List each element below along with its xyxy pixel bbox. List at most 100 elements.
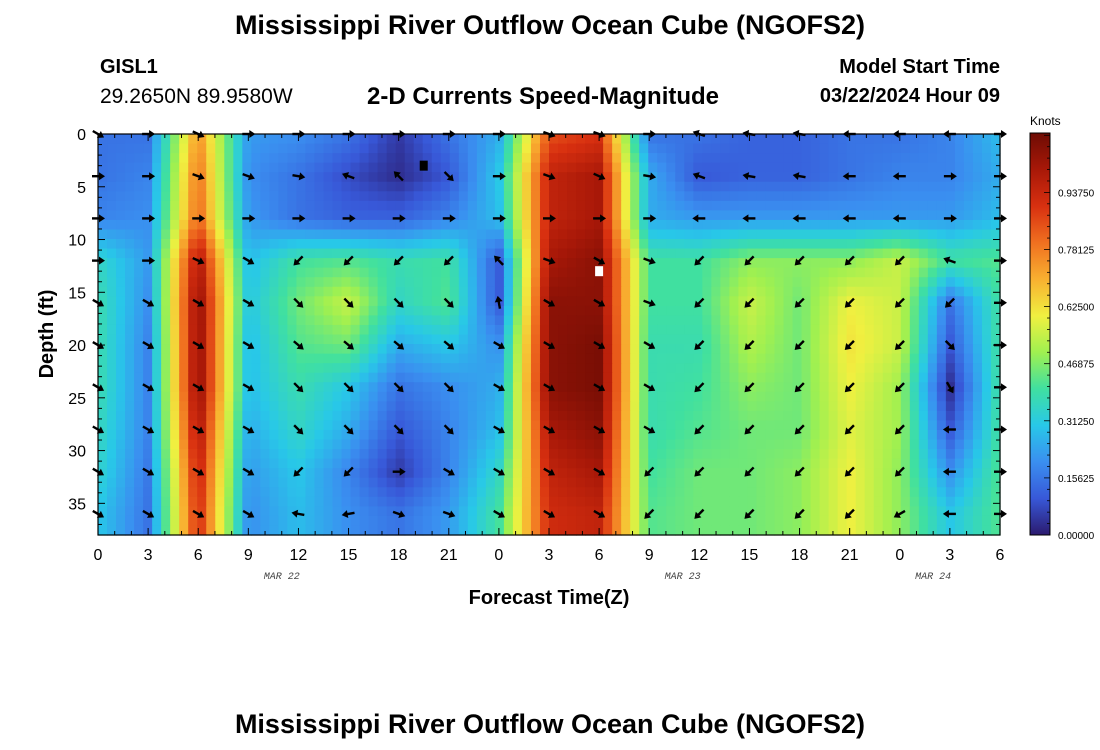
heatmap-cell	[801, 391, 812, 402]
heatmap-cell	[233, 382, 243, 393]
heatmap-cell	[521, 248, 532, 259]
heatmap-cell	[855, 477, 866, 488]
heatmap-cell	[422, 143, 433, 154]
heatmap-cell	[413, 487, 424, 498]
heatmap-cell	[621, 525, 631, 536]
heatmap-cell	[648, 496, 658, 507]
current-arrow	[593, 467, 606, 476]
heatmap-cell	[152, 200, 162, 211]
heatmap-cell	[702, 449, 712, 460]
heatmap-cell	[368, 210, 379, 221]
heatmap-cell	[422, 420, 433, 431]
heatmap-cell	[431, 267, 442, 278]
heatmap-cell	[395, 515, 406, 527]
heatmap-cell	[918, 153, 929, 164]
heatmap-cell	[296, 458, 307, 469]
heatmap-cell	[990, 248, 1001, 259]
heatmap-cell	[747, 286, 758, 297]
heatmap-cell	[458, 296, 469, 307]
heatmap-cell	[206, 525, 216, 536]
heatmap-cell	[503, 286, 514, 297]
heatmap-cell	[648, 153, 658, 164]
heatmap-cell	[855, 315, 866, 326]
heatmap-cell	[882, 477, 893, 488]
heatmap-cell	[756, 162, 767, 173]
current-arrow	[694, 424, 705, 435]
heatmap-cell	[485, 219, 496, 231]
heatmap-cell	[819, 382, 830, 393]
heatmap-cell	[963, 296, 974, 307]
heatmap-cell	[512, 477, 523, 488]
heatmap-cell	[251, 487, 261, 498]
heatmap-cell	[621, 191, 631, 202]
heatmap-cell	[170, 372, 180, 383]
heatmap-cell	[765, 296, 776, 307]
heatmap-cell	[972, 487, 983, 498]
heatmap-cell	[756, 429, 767, 441]
heatmap-cell	[630, 487, 640, 498]
heatmap-cell	[476, 372, 487, 383]
heatmap-cell	[251, 410, 261, 422]
heatmap-cell	[422, 219, 433, 231]
heatmap-cell	[386, 429, 397, 441]
heatmap-cell	[287, 172, 298, 183]
heatmap-cell	[125, 191, 135, 202]
heatmap-cell	[774, 258, 785, 269]
heatmap-cell	[639, 210, 649, 221]
heatmap-cell	[467, 153, 478, 164]
heatmap-cell	[188, 239, 198, 250]
heatmap-cell	[648, 439, 658, 450]
heatmap-cell	[585, 229, 595, 240]
heatmap-cell	[765, 468, 776, 479]
heatmap-cell	[945, 134, 956, 145]
heatmap-cell	[125, 506, 135, 517]
heatmap-cell	[603, 496, 613, 507]
heatmap-cell	[837, 382, 848, 393]
heatmap-cell	[449, 487, 460, 498]
heatmap-cell	[485, 382, 496, 393]
heatmap-cell	[530, 200, 541, 211]
heatmap-cell	[711, 334, 721, 345]
heatmap-cell	[332, 515, 343, 527]
heatmap-cell	[774, 181, 785, 192]
heatmap-cell	[413, 181, 424, 192]
heatmap-cell	[900, 286, 911, 297]
heatmap-cell	[422, 372, 433, 383]
heatmap-cell	[170, 410, 180, 422]
heatmap-cell	[530, 210, 541, 221]
heatmap-cell	[666, 219, 676, 231]
heatmap-cell	[359, 477, 370, 488]
heatmap-cell	[567, 439, 577, 450]
heatmap-cell	[765, 401, 776, 412]
heatmap-cell	[458, 458, 469, 469]
heatmap-cell	[287, 363, 298, 374]
heatmap-cell	[756, 143, 767, 154]
heatmap-cell	[603, 420, 613, 431]
heatmap-cell	[945, 181, 956, 192]
heatmap-cell	[134, 134, 144, 145]
heatmap-cell	[125, 181, 135, 192]
heatmap-cell	[612, 420, 622, 431]
heatmap-cell	[693, 477, 703, 488]
heatmap-cell	[801, 363, 812, 374]
heatmap-cell	[458, 286, 469, 297]
heatmap-cell	[341, 449, 352, 460]
heatmap-cell	[323, 506, 334, 517]
heatmap-cell	[558, 439, 568, 450]
heatmap-cell	[954, 181, 965, 192]
heatmap-cell	[873, 258, 884, 269]
heatmap-cell	[855, 353, 866, 364]
heatmap-cell	[693, 496, 703, 507]
heatmap-cell	[783, 143, 794, 154]
heatmap-cell	[729, 363, 740, 374]
heatmap-cell	[404, 296, 415, 307]
heatmap-cell	[918, 181, 929, 192]
heatmap-cell	[134, 353, 144, 364]
heatmap-cell	[431, 134, 442, 145]
heatmap-cell	[107, 248, 117, 259]
current-arrow	[844, 340, 855, 351]
heatmap-cell	[359, 172, 370, 183]
heatmap-cell	[431, 506, 442, 517]
heatmap-cell	[260, 200, 270, 211]
heatmap-cell	[422, 363, 433, 374]
